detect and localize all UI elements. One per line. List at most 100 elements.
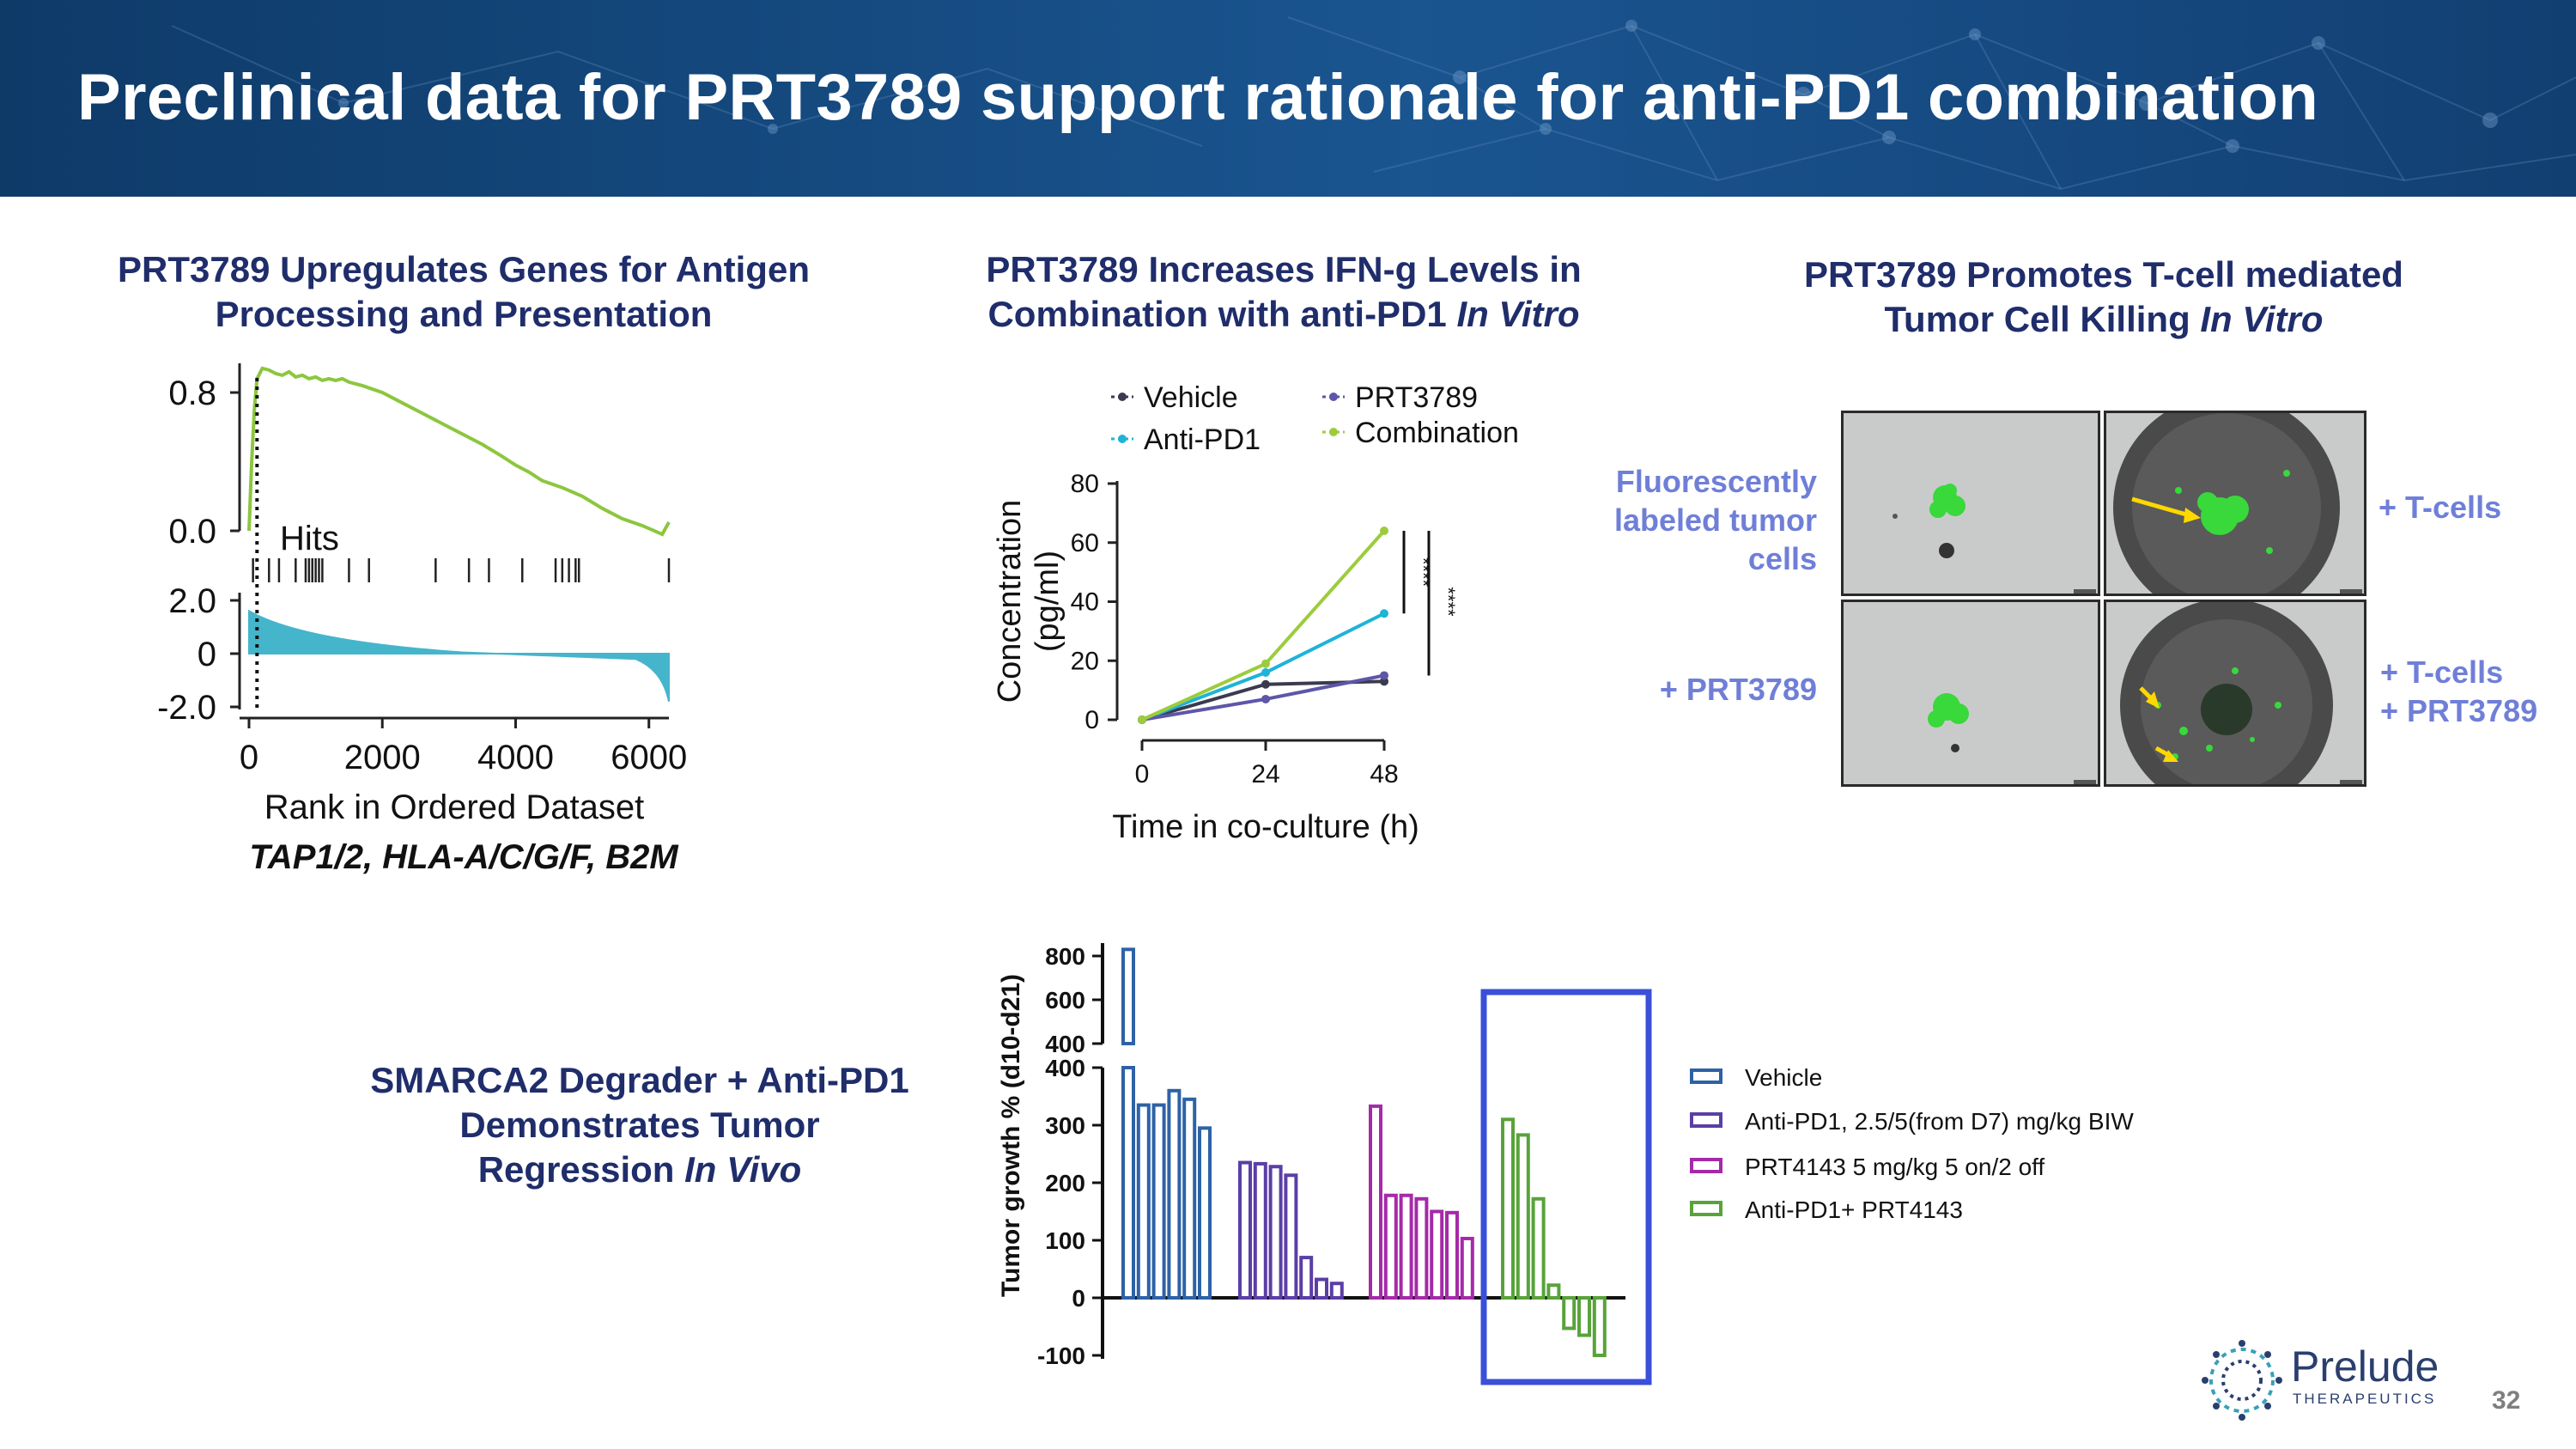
ifng-legend-marker [1118,393,1127,401]
bar-mark [1399,1193,1413,1300]
bar-mark [1329,1282,1344,1300]
gsea-x-tick-label: 0 [240,739,258,776]
ifng-x-tick-label: 0 [1135,760,1150,788]
tcell-title-line1: PRT3789 Promotes T-cell mediated [1804,254,2403,295]
ifng-significance-stars: **** [1413,557,1434,588]
bar-legend-label: PRT4143 5 mg/kg 5 on/2 off [1745,1154,2044,1180]
bar-mark-upper-segment [1121,947,1135,1045]
gsea-ranked-metric-area [248,609,670,703]
bar-mark [1592,1296,1607,1357]
bar-y-tick-label: 600 [1045,987,1085,1014]
ifng-legend-marker [1329,428,1338,436]
ifng-panel-title: PRT3789 Increases IFN-g Levels in Combin… [927,247,1640,337]
ifng-legend-label: Vehicle [1144,381,1238,414]
bar-y-tick-label: 100 [1045,1227,1085,1254]
ifng-y-tick-label: 40 [1071,588,1099,617]
ifng-x-tick-label: 24 [1251,760,1279,788]
bar-mark [1531,1196,1546,1300]
microscopy-grid [1841,411,2366,787]
ifng-data-point [1380,677,1388,686]
micro-image-tcells-prt3789 [2104,600,2366,787]
bar-legend-swatch [1690,1201,1722,1216]
bar-mark [1546,1283,1561,1300]
gsea-gene-list: TAP1/2, HLA-A/C/G/F, B2M [249,838,678,876]
header-banner: Preclinical data for PRT3789 support rat… [0,0,2576,197]
ifng-series-line-vehicle [1141,679,1385,721]
label-fluorescent-tumor-cells: Fluorescently labeled tumor cells [1613,464,1817,576]
ifng-series-line-prt3789 [1141,673,1385,721]
label-tcells: + T-cells [2379,490,2502,525]
ifng-y-tick-label: 20 [1071,647,1099,675]
invivo-panel-title: SMARCA2 Degrader + Anti-PD1 Demonstrates… [370,1060,909,1190]
label-prt3789: + PRT3789 [1659,672,1817,707]
bar-mark [1460,1236,1474,1300]
bar-y-tick-label: 400 [1045,1031,1085,1057]
ifng-data-point [1138,715,1146,724]
bar-legend-label: Anti-PD1, 2.5/5(from D7) mg/kg BIW [1745,1108,2134,1135]
gsea-x-tick-label: 4000 [477,739,554,776]
bar-mark [1299,1256,1314,1300]
bar-mark [1182,1097,1197,1300]
ifng-title-line2: Combination with anti-PD1 In Vitro [987,294,1580,334]
bar-mark [1516,1133,1530,1300]
ifng-legend-label: Anti-PD1 [1144,423,1261,456]
ifng-data-point [1380,527,1388,535]
ifng-legend-marker [1329,393,1338,401]
micro-image-prt3789 [1841,600,2100,787]
ifng-data-point [1261,694,1270,703]
prelude-logo-mark-icon [2202,1340,2282,1421]
gsea-es-tick-label: 0.8 [168,374,216,412]
bar-mark [1430,1209,1444,1300]
ifng-y-tick-label: 0 [1084,706,1099,734]
ifng-data-point [1261,659,1270,668]
bar-mark [1136,1103,1151,1300]
ifng-data-point [1138,715,1146,724]
bar-legend-swatch [1690,1158,1722,1173]
bar-y-tick-label: 200 [1045,1170,1085,1196]
bar-legend-swatch [1690,1068,1722,1084]
ifng-y-tick-label: 60 [1071,529,1099,557]
bar-legend-label: Anti-PD1+ PRT4143 [1745,1196,1963,1223]
logo-subtitle: THERAPEUTICS [2293,1391,2437,1407]
ifng-data-point [1380,609,1388,618]
bar-mark [1268,1165,1283,1300]
bar-y-tick-label: 800 [1045,943,1085,970]
gsea-panel-title: PRT3789 Upregulates Genes for Antigen Pr… [69,247,859,337]
bar-mark [1167,1088,1182,1300]
gsea-title-line2: Processing and Presentation [215,294,713,334]
gsea-title-line1: PRT3789 Upregulates Genes for Antigen [118,249,810,289]
gsea-x-tick-label: 6000 [611,739,687,776]
ifng-y-tick-label: 80 [1071,470,1099,498]
micro-image-tcells [2104,411,2366,596]
bar-y-tick-label: 0 [1072,1285,1085,1312]
gsea-es-tick-label: 0.0 [168,513,216,551]
gsea-metric-tick-label: 0 [197,636,216,673]
ifng-title-line1: PRT3789 Increases IFN-g Levels in [986,249,1582,289]
ifng-data-point [1380,671,1388,680]
ifng-series-line-combination [1141,529,1386,721]
bar-mark [1315,1277,1328,1300]
network-pattern-background [171,16,2576,191]
bar-mark [1577,1296,1591,1337]
bar-legend-label: Vehicle [1745,1064,1822,1091]
gsea-x-axis-label: Rank in Ordered Dataset [264,788,644,826]
bar-mark [1253,1161,1267,1300]
ifng-y-axis-label: Concentration [992,500,1028,703]
label-tcells-prt3789: + T-cells + PRT3789 [2380,654,2538,728]
ifng-legend-label: PRT3789 [1355,381,1478,414]
gsea-enrichment-curve [247,366,671,537]
page-title: Preclinical data for PRT3789 support rat… [77,61,2319,134]
bar-y-axis-label: Tumor growth % (d10-d21) [997,974,1025,1297]
ifng-data-point [1138,715,1146,724]
bar-mark [1198,1126,1212,1300]
ifng-data-point [1138,715,1146,724]
bar-legend-swatch [1690,1112,1722,1128]
bar-mark [1284,1173,1298,1300]
bar-mark [1151,1103,1166,1300]
bar-mark [1414,1196,1429,1300]
bar-y-tick-label: 300 [1045,1112,1085,1139]
gsea-x-tick-label: 2000 [344,739,421,776]
ifng-significance-stars: **** [1437,587,1459,617]
micro-image-tumor-cells [1841,411,2100,596]
ifng-x-axis-label: Time in co-culture (h) [1112,809,1419,845]
